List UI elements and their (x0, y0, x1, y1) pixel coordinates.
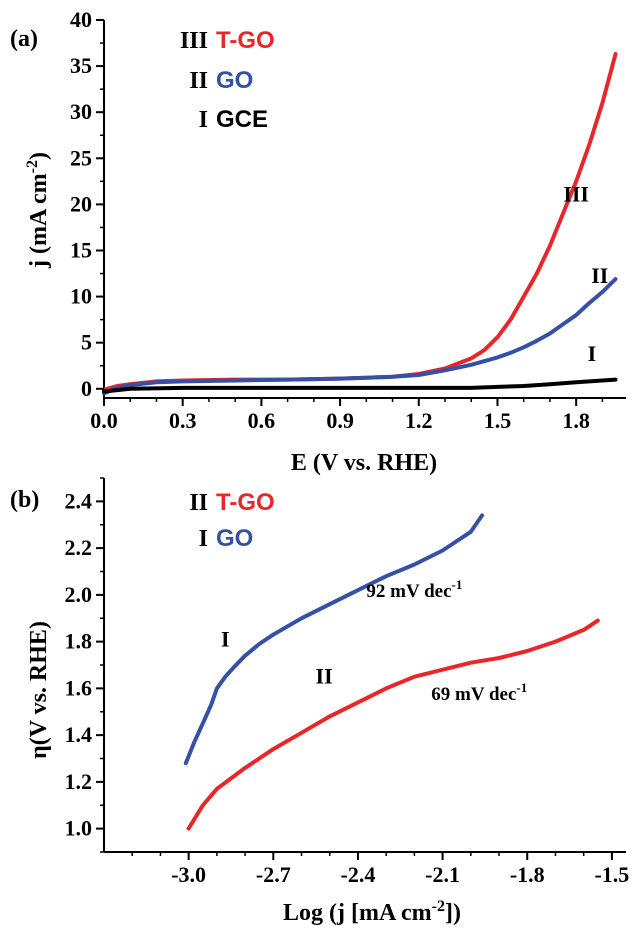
y-axis-title-a-sup: -2 (24, 160, 41, 173)
y-axis-title-a-close: ) (26, 152, 52, 160)
curve-label-I: I (221, 626, 230, 651)
panel-label-b: (b) (10, 487, 39, 513)
y-axis-title-a-main: j (mA cm (26, 173, 52, 269)
legend-roman-I: I (199, 526, 208, 552)
y-tick-label: 40 (70, 7, 92, 32)
y-tick-label: 15 (70, 237, 92, 262)
ticks-group-a: 0.0 0.3 0.6 0.9 1.2 1.5 1.8 0 5 10 15 20 25 30 35 40 (70, 7, 604, 433)
x-axis-title-b: Log (j [mA cm-2]) (283, 898, 461, 926)
x-axis-title-b-close: ]) (445, 900, 461, 926)
x-axis-title-b-main: Log (j [mA cm (283, 900, 432, 926)
x-tick-label: -2.1 (425, 862, 460, 887)
ticks-group-b: -3.0 -2.7 -2.4 -2.1 -1.8 -1.5 1.0 1.2 1.4 1.6 1.8 2… (65, 477, 629, 887)
curve-label-III: III (563, 182, 589, 207)
legend-roman-I: I (199, 107, 208, 133)
tafel-slope-sup: -1 (452, 577, 463, 592)
curve-labels-b: III (221, 626, 333, 688)
legend-name-GO: GO (216, 67, 253, 94)
legend-name-T-GO: T-GO (216, 27, 275, 54)
y-tick-label: 25 (70, 145, 92, 170)
y-tick-label: 1.2 (65, 769, 93, 794)
y-tick-label: 1.4 (65, 722, 93, 747)
series-group-a (102, 52, 618, 396)
x-tick-label: 1.2 (405, 408, 433, 433)
chart-panel-b: (b) -3.0 -2.7 -2.4 -2.1 -1.8 -1.5 1.0 1.2 1.4 1.6… (10, 477, 629, 926)
y-tick-label: 2.0 (65, 582, 93, 607)
x-axis-title-a: E (V vs. RHE) (291, 450, 437, 476)
legend-a: III T-GO II GO I GCE (180, 27, 275, 133)
curve-label-I: I (588, 341, 597, 366)
y-tick-label: 1.8 (65, 629, 93, 654)
curve-label-II: II (316, 664, 333, 689)
plot-frame-a (103, 20, 626, 399)
legend-name-T-GO: T-GO (216, 489, 275, 516)
x-tick-label: 0.9 (326, 408, 354, 433)
y-tick-label: 1.0 (65, 816, 93, 841)
y-tick-label: 20 (70, 191, 92, 216)
series-line-II (186, 618, 600, 831)
y-tick-label: 5 (81, 330, 92, 355)
series-line-I (102, 377, 618, 394)
tafel-slope-text: 92 mV dec (366, 581, 451, 602)
y-tick-label: 30 (70, 99, 92, 124)
series-line-II (102, 277, 618, 396)
tafel-slope-label: 92 mV dec-1 (366, 577, 462, 602)
series-group-b (183, 513, 600, 831)
x-tick-label: -1.5 (594, 862, 629, 887)
panel-label-a: (a) (10, 26, 38, 52)
y-axis-title-a: j (mA cm-2) (24, 152, 52, 269)
x-tick-label: -1.8 (510, 862, 545, 887)
legend-name-GCE: GCE (216, 106, 268, 133)
x-tick-label: -2.7 (256, 862, 291, 887)
legend-roman-III: III (180, 28, 208, 54)
y-tick-label: 2.2 (65, 535, 93, 560)
legend-roman-II: II (189, 490, 208, 516)
tafel-slope-sup: -1 (516, 680, 527, 695)
legend-name-GO: GO (216, 525, 253, 552)
y-tick-label: 1.6 (65, 675, 93, 700)
y-axis-title-b: η(V vs. RHE) (26, 621, 52, 759)
annotations-b: 92 mV dec-169 mV dec-1 (366, 577, 527, 705)
x-tick-label: 0.0 (90, 408, 118, 433)
x-tick-label: 1.5 (484, 408, 512, 433)
series-line-I (183, 513, 485, 766)
legend-b: II T-GO I GO (189, 489, 274, 552)
tafel-slope-label: 69 mV dec-1 (431, 680, 527, 705)
plot-frame-b (103, 478, 626, 853)
x-tick-label: 1.8 (562, 408, 590, 433)
x-axis-title-b-sup: -2 (432, 898, 445, 915)
y-tick-label: 0 (81, 376, 92, 401)
chart-panel-a: (a) 0.0 0.3 0.6 0.9 1.2 1.5 1.8 0 5 10 15 20 25 30 35 4… (10, 7, 626, 476)
curve-label-II: II (591, 263, 608, 288)
y-tick-label: 35 (70, 53, 92, 78)
x-tick-label: 0.3 (169, 408, 197, 433)
x-tick-label: -3.0 (171, 862, 206, 887)
x-tick-label: 0.6 (248, 408, 276, 433)
y-tick-label: 10 (70, 284, 92, 309)
tafel-slope-text: 69 mV dec (431, 684, 516, 705)
x-tick-label: -2.4 (341, 862, 376, 887)
legend-roman-II: II (189, 68, 208, 94)
y-tick-label: 2.4 (65, 488, 93, 513)
